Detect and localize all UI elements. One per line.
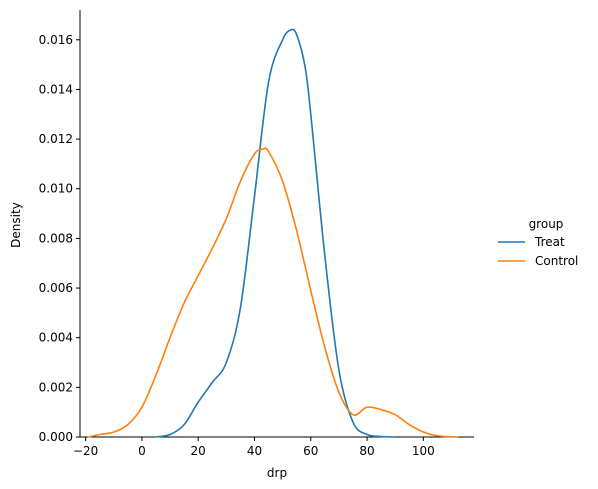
y-tick-label: 0.000 — [39, 430, 73, 444]
x-tick-label: 80 — [359, 444, 374, 458]
y-tick-label: 0.002 — [39, 380, 73, 394]
legend: group Treat Control — [498, 217, 578, 268]
legend-label-treat: Treat — [534, 235, 565, 249]
x-tick-label: 40 — [247, 444, 262, 458]
x-axis-label: drp — [267, 466, 287, 480]
x-tick-label: 60 — [303, 444, 318, 458]
x-tick-label: −20 — [73, 444, 98, 458]
series-line-treat — [155, 28, 394, 438]
x-tick-label: 0 — [138, 444, 146, 458]
y-axis-ticks: 0.000 0.002 0.004 0.006 0.008 0.010 0.012 0.014… — [39, 33, 80, 444]
series-line-control — [87, 147, 458, 438]
y-tick-label: 0.012 — [39, 132, 73, 146]
y-tick-label: 0.016 — [39, 33, 73, 47]
y-tick-label: 0.010 — [39, 182, 73, 196]
legend-label-control: Control — [535, 254, 578, 268]
legend-title: group — [529, 217, 564, 231]
y-tick-label: 0.014 — [39, 82, 73, 96]
y-tick-label: 0.008 — [39, 231, 73, 245]
x-tick-label: 20 — [191, 444, 206, 458]
series-lines — [87, 28, 458, 438]
y-tick-label: 0.004 — [39, 331, 73, 345]
y-axis-label: Density — [9, 202, 23, 248]
x-axis-ticks: −20 0 20 40 60 80 100 — [73, 437, 435, 458]
x-tick-label: 100 — [412, 444, 435, 458]
y-tick-label: 0.006 — [39, 281, 73, 295]
